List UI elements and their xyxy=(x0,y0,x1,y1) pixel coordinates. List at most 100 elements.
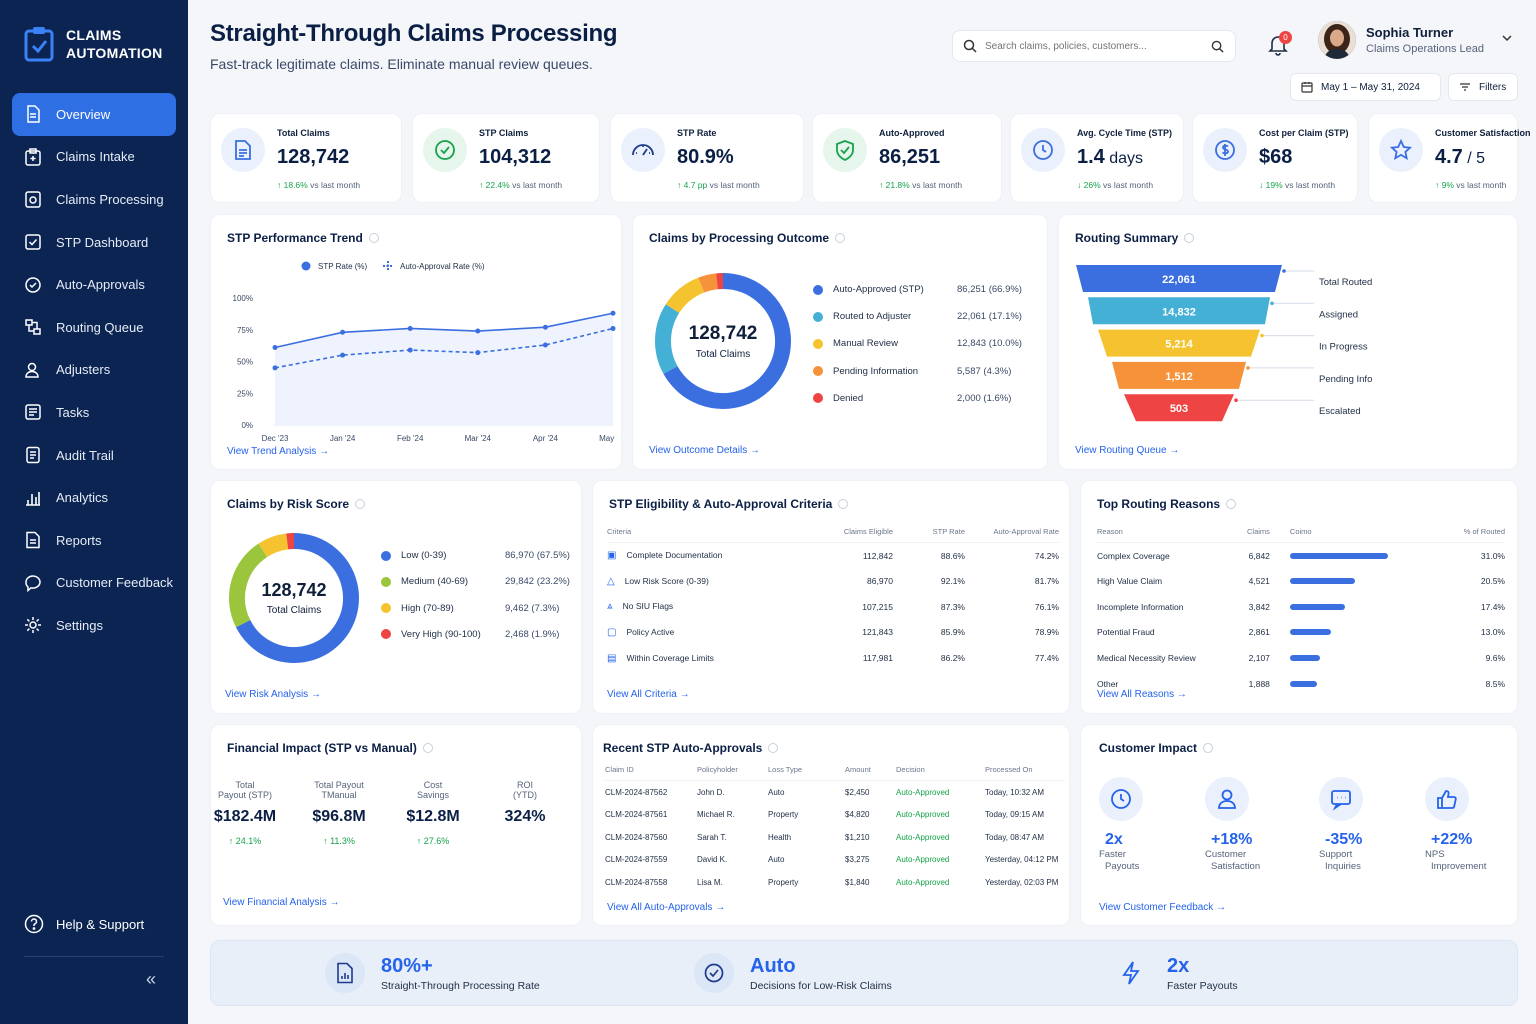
funnel-stage[interactable] xyxy=(1098,329,1260,357)
auto-approval-point[interactable] xyxy=(475,350,481,356)
nav-audit-trail[interactable]: Audit Trail xyxy=(12,434,176,477)
date-range-picker[interactable]: May 1 – May 31, 2024 xyxy=(1290,73,1441,101)
outcome-slice[interactable] xyxy=(665,277,705,314)
table-row[interactable]: ▤ Within Coverage Limits 117,981 86.2% 77.4% xyxy=(607,645,1059,671)
view-all-reasons-link[interactable]: View All Reasons → xyxy=(1097,689,1187,700)
view-financial-analysis-link[interactable]: View Financial Analysis → xyxy=(223,897,340,908)
legend-item[interactable]: Denied 2,000 (1.6%) xyxy=(813,393,1011,404)
table-row[interactable]: Incomplete Information 3,842 17.4% xyxy=(1097,594,1505,620)
table-row[interactable]: ▣ Complete Documentation 112,842 88.6% 74.2% xyxy=(607,543,1059,569)
info-icon[interactable] xyxy=(838,499,849,509)
nav-stp-dashboard[interactable]: STP Dashboard xyxy=(12,221,176,264)
legend-item[interactable]: Low (0-39) 86,970 (67.5%) xyxy=(381,550,570,561)
nav-tasks[interactable]: Tasks xyxy=(12,391,176,434)
kpi-card[interactable]: Avg. Cycle Time (STP) 1.4 days ↓ 26% vs la… xyxy=(1010,113,1184,203)
legend-item[interactable]: Pending Information 5,587 (4.3%) xyxy=(813,366,1011,377)
id-cell[interactable]: CLM-2024-87560 xyxy=(605,832,668,842)
risk-slice[interactable] xyxy=(258,533,289,558)
kpi-card[interactable]: STP Claims 104,312 ↑ 22.4% vs last month xyxy=(412,113,600,203)
stp-rate-point[interactable] xyxy=(340,329,346,335)
view-all-criteria-link[interactable]: View All Criteria → xyxy=(607,689,690,700)
nav-claims-intake[interactable]: Claims Intake xyxy=(12,136,176,179)
legend-item[interactable]: High (70-89) 9,462 (7.3%) xyxy=(381,603,559,614)
risk-slice[interactable] xyxy=(229,543,268,628)
id-cell[interactable]: CLM-2024-87558 xyxy=(605,878,668,888)
nav-routing-queue[interactable]: Routing Queue xyxy=(12,306,176,349)
id-cell[interactable]: CLM-2024-87561 xyxy=(605,810,668,820)
nav-customer-feedback[interactable]: Customer Feedback xyxy=(12,562,176,605)
view-customer-feedback-link[interactable]: View Customer Feedback → xyxy=(1099,902,1227,913)
auto-approval-point[interactable] xyxy=(542,342,548,348)
table-row[interactable]: CLM-2024-87560 Sarah T. Health $1,210 Auto-A… xyxy=(605,826,1065,849)
filters-button[interactable]: Filters xyxy=(1448,73,1518,101)
risk-slice[interactable] xyxy=(235,533,359,663)
funnel-stage[interactable] xyxy=(1112,361,1246,389)
info-icon[interactable] xyxy=(1226,499,1237,509)
info-icon[interactable] xyxy=(355,499,366,509)
legend-item[interactable]: Routed to Adjuster 22,061 (17.1%) xyxy=(813,311,1022,322)
nav-auto-approvals[interactable]: Auto-Approvals xyxy=(12,263,176,306)
stp-rate-point[interactable] xyxy=(542,324,548,330)
id-cell[interactable]: CLM-2024-87562 xyxy=(605,787,668,797)
info-icon[interactable] xyxy=(1184,233,1195,243)
nav-analytics[interactable]: Analytics xyxy=(12,476,176,519)
info-icon[interactable] xyxy=(768,743,779,753)
view-routing-queue-link[interactable]: View Routing Queue → xyxy=(1075,445,1180,456)
kpi-card[interactable]: Customer Satisfaction 4.7 / 5 ↑ 9% vs last… xyxy=(1368,113,1531,203)
outcome-slice[interactable] xyxy=(655,304,680,374)
legend-item[interactable]: Medium (40-69) 29,842 (23.2%) xyxy=(381,576,570,587)
nav-claims-processing[interactable]: Claims Processing xyxy=(12,178,176,221)
auto-approval-point[interactable] xyxy=(340,352,346,358)
auto-approval-point[interactable] xyxy=(272,365,278,371)
kpi-card[interactable]: STP Rate 80.9% ↑ 4.7 pp vs last month xyxy=(610,113,804,203)
help-support-link[interactable]: Help & Support xyxy=(24,914,144,934)
info-icon[interactable] xyxy=(368,233,379,243)
funnel-stage[interactable] xyxy=(1124,394,1234,422)
legend-item[interactable]: Very High (90-100) 2,468 (1.9%) xyxy=(381,629,559,640)
stp-rate-point[interactable] xyxy=(475,328,481,334)
table-row[interactable]: Medical Necessity Review 2,107 9.6% xyxy=(1097,645,1505,671)
table-row[interactable]: CLM-2024-87558 Lisa M. Property $1,840 Auto-… xyxy=(605,871,1065,894)
outcome-slice[interactable] xyxy=(663,273,791,409)
table-row[interactable]: △ Low Risk Score (0-39) 86,970 92.1% 81.7% xyxy=(607,568,1059,594)
table-row[interactable]: CLM-2024-87561 Michael R. Property $4,820 Au… xyxy=(605,803,1065,826)
chevron-down-icon[interactable] xyxy=(1502,34,1512,42)
table-row[interactable]: ▢ Policy Active 121,843 85.9% 78.9% xyxy=(607,620,1059,646)
view-risk-analysis-link[interactable]: View Risk Analysis → xyxy=(225,689,321,700)
stp-rate-point[interactable] xyxy=(610,310,616,316)
nav-adjusters[interactable]: Adjusters xyxy=(12,349,176,392)
table-row[interactable]: Potential Fraud 2,861 13.0% xyxy=(1097,620,1505,646)
info-icon[interactable] xyxy=(835,233,846,243)
legend-item[interactable]: Manual Review 12,843 (10.0%) xyxy=(813,338,1022,349)
nav-reports[interactable]: Reports xyxy=(12,519,176,562)
stp-rate-point[interactable] xyxy=(407,325,413,331)
info-icon[interactable] xyxy=(422,743,433,753)
view-outcome-details-link[interactable]: View Outcome Details → xyxy=(649,445,760,456)
table-row[interactable]: Complex Coverage 6,842 31.0% xyxy=(1097,543,1505,569)
auto-approval-point[interactable] xyxy=(407,347,413,353)
table-row[interactable]: CLM-2024-87559 David K. Auto $3,275 Auto-App… xyxy=(605,849,1065,872)
search-submit-icon[interactable] xyxy=(1211,40,1224,53)
table-row[interactable]: Other 1,888 8.5% xyxy=(1097,671,1505,697)
avatar[interactable] xyxy=(1318,21,1356,59)
nav-settings[interactable]: Settings xyxy=(12,604,176,647)
legend-item[interactable]: Auto-Approved (STP) 86,251 (66.9%) xyxy=(813,284,1022,295)
outcome-slice[interactable] xyxy=(698,273,719,293)
auto-approval-point[interactable] xyxy=(610,325,616,331)
kpi-card[interactable]: Cost per Claim (STP) $68 ↓ 19% vs last mon… xyxy=(1192,113,1358,203)
funnel-stage[interactable] xyxy=(1088,297,1270,325)
stp-rate-point[interactable] xyxy=(272,345,278,351)
table-row[interactable]: High Value Claim 4,521 20.5% xyxy=(1097,568,1505,594)
funnel-stage[interactable] xyxy=(1076,265,1282,292)
kpi-card[interactable]: Total Claims 128,742 ↑ 18.6% vs last month xyxy=(210,113,402,203)
view-all-auto-approvals-link[interactable]: View All Auto-Approvals → xyxy=(607,902,726,913)
id-cell[interactable]: CLM-2024-87559 xyxy=(605,855,668,865)
table-row[interactable]: CLM-2024-87562 John D. Auto $2,450 Auto-Appr… xyxy=(605,781,1065,804)
info-icon[interactable] xyxy=(1203,743,1214,753)
collapse-sidebar-button[interactable]: « xyxy=(146,969,157,989)
search-input[interactable] xyxy=(985,40,1203,52)
view-trend-analysis-link[interactable]: View Trend Analysis → xyxy=(227,446,330,457)
table-row[interactable]: ⩓ No SIU Flags 107,215 87.3% 76.1% xyxy=(607,594,1059,620)
kpi-card[interactable]: Auto-Approved 86,251 ↑ 21.8% vs last month xyxy=(812,113,1002,203)
nav-overview[interactable]: Overview xyxy=(12,93,176,136)
